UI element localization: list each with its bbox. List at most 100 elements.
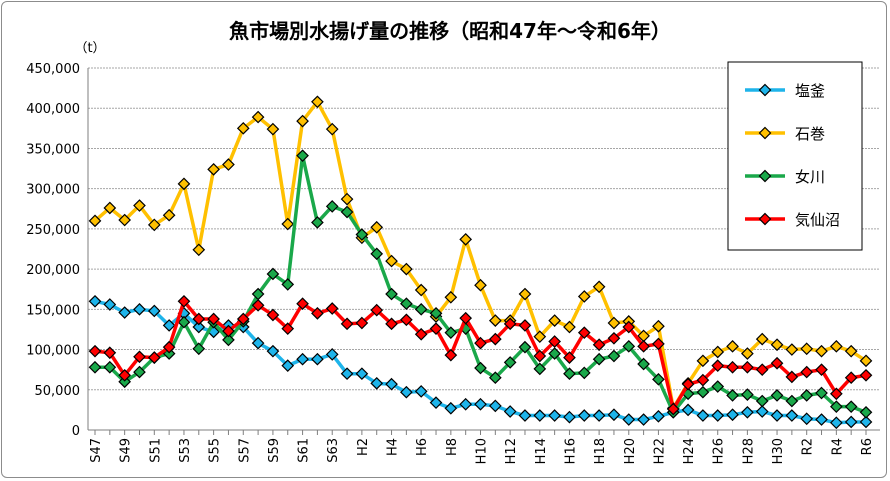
data-point	[770, 409, 784, 422]
data-point	[340, 205, 354, 219]
data-point	[829, 387, 843, 401]
legend-label: 気仙沼	[795, 211, 840, 229]
data-point	[800, 412, 814, 426]
data-point	[162, 208, 176, 222]
data-point	[785, 394, 799, 408]
data-point	[563, 320, 576, 334]
x-tick-label: R4	[830, 438, 845, 455]
data-point	[400, 313, 413, 327]
x-tick-label: H28	[741, 438, 756, 464]
data-point	[592, 409, 606, 422]
data-point	[444, 348, 458, 362]
data-point	[696, 409, 710, 422]
data-point	[533, 349, 547, 363]
data-point	[296, 149, 309, 163]
data-point	[88, 214, 102, 228]
data-point	[726, 339, 739, 353]
data-point	[815, 363, 828, 377]
data-point	[222, 158, 235, 171]
data-point	[133, 302, 146, 316]
data-point	[592, 280, 606, 294]
data-point	[266, 122, 280, 136]
data-point	[311, 95, 324, 109]
x-tick-label: S57	[237, 438, 252, 463]
data-point	[829, 400, 843, 414]
data-point	[459, 232, 473, 246]
data-point	[355, 228, 369, 241]
data-point	[563, 367, 576, 381]
data-point	[147, 304, 161, 318]
y-axis-unit: （t）	[74, 41, 105, 56]
data-point	[800, 365, 814, 379]
data-point	[355, 367, 369, 381]
data-point	[518, 319, 532, 332]
data-point	[311, 216, 324, 229]
data-point	[577, 409, 591, 422]
data-point	[325, 200, 339, 213]
data-point	[741, 347, 754, 360]
data-point	[755, 394, 769, 408]
x-tick-label: H14	[534, 438, 549, 464]
data-point	[622, 320, 636, 334]
x-tick-label: H10	[475, 438, 490, 464]
data-point	[385, 287, 398, 301]
data-point	[370, 376, 384, 390]
legend-marker	[758, 126, 772, 140]
data-point	[414, 302, 428, 316]
x-tick-label: H22	[652, 438, 667, 464]
data-point	[770, 356, 784, 370]
data-point	[726, 360, 739, 374]
data-point	[459, 311, 473, 325]
data-point	[518, 287, 532, 301]
data-point	[429, 396, 443, 409]
data-point	[311, 352, 324, 366]
data-point	[859, 415, 873, 429]
data-point	[177, 294, 191, 308]
x-tick-label: H24	[682, 438, 697, 464]
data-point	[711, 345, 725, 359]
x-tick-label: H16	[563, 438, 578, 464]
legend-marker	[758, 169, 772, 183]
data-point	[518, 409, 532, 422]
data-point	[444, 326, 458, 340]
data-point	[370, 247, 384, 261]
data-point	[325, 122, 339, 136]
data-point	[563, 410, 576, 424]
x-tick-label: S63	[326, 438, 341, 463]
data-point	[548, 347, 561, 360]
data-point	[815, 344, 828, 358]
data-point	[755, 405, 769, 418]
data-point	[207, 312, 220, 326]
data-point	[726, 408, 739, 422]
data-point	[563, 351, 576, 364]
data-point	[829, 416, 843, 430]
data-point	[785, 409, 799, 422]
data-point	[741, 360, 754, 374]
data-point	[652, 372, 665, 386]
data-point	[370, 303, 384, 317]
data-point	[400, 385, 413, 399]
data-point	[281, 278, 295, 291]
data-point	[533, 409, 547, 422]
y-tick-label: 50,000	[35, 384, 81, 399]
data-point	[770, 338, 784, 352]
data-point	[325, 302, 339, 315]
data-point	[162, 319, 176, 332]
x-tick-label: R2	[801, 438, 816, 455]
data-point	[207, 163, 220, 176]
data-point	[607, 408, 621, 422]
data-point	[755, 332, 769, 346]
x-tick-label: H12	[504, 438, 519, 464]
data-point	[192, 320, 206, 334]
x-tick-label: S53	[178, 438, 193, 463]
data-point	[637, 357, 650, 371]
data-point	[162, 340, 176, 354]
data-point	[637, 413, 650, 426]
chart-title: 魚市場別水揚げ量の推移（昭和47年～令和6年）	[229, 19, 671, 43]
data-point	[281, 322, 295, 335]
data-point	[607, 349, 621, 363]
data-point	[488, 314, 502, 327]
data-point	[88, 344, 102, 358]
data-point	[266, 344, 280, 358]
data-point	[652, 319, 665, 333]
